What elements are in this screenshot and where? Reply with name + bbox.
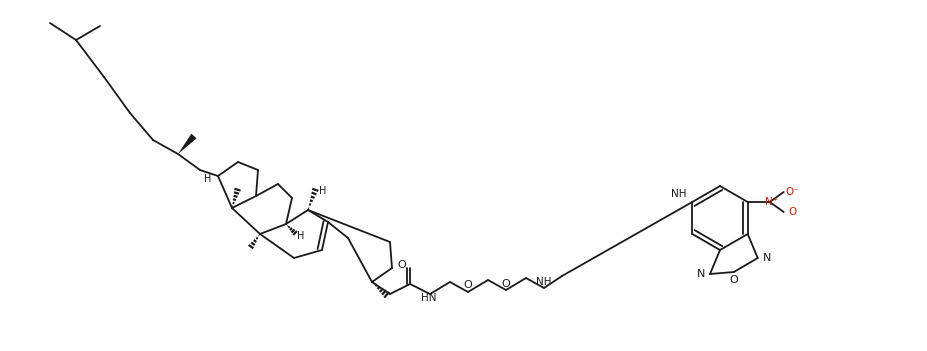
Text: O⁻: O⁻: [785, 187, 799, 197]
Text: N: N: [762, 253, 770, 263]
Text: O: O: [788, 207, 796, 217]
Text: N: N: [696, 269, 705, 279]
Text: H: H: [297, 231, 304, 241]
Text: H: H: [204, 174, 211, 184]
Text: N⁺: N⁺: [764, 197, 778, 207]
Text: O: O: [502, 279, 510, 289]
Text: O: O: [397, 260, 406, 270]
Text: H: H: [319, 186, 326, 196]
Text: HN: HN: [421, 293, 437, 303]
Text: O: O: [464, 280, 472, 290]
Text: O: O: [729, 275, 738, 285]
Polygon shape: [178, 134, 197, 154]
Text: NH: NH: [536, 277, 552, 287]
Text: NH: NH: [670, 189, 685, 199]
